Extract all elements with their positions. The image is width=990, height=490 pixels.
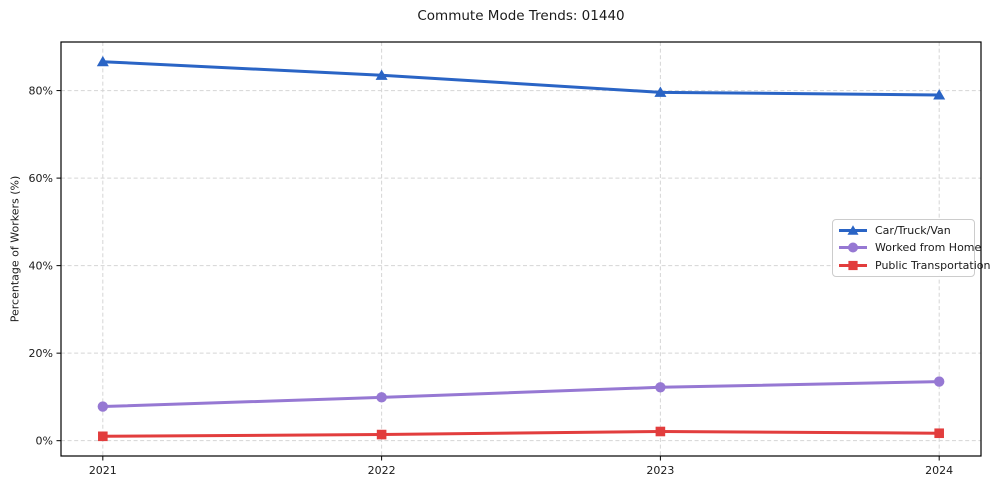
data-point-car-truck-van (933, 89, 946, 100)
data-point-worked-from-home (933, 376, 945, 387)
series-line-car-truck-van (101, 60, 941, 97)
legend: Car/Truck/Van Worked from Home Public Tran… (832, 219, 990, 277)
y-tick-label: 0% (36, 435, 53, 448)
data-point-worked-from-home (655, 382, 666, 393)
data-point-worked-from-home (97, 401, 109, 412)
series-line-public-transportation (101, 429, 941, 438)
circle-marker-icon (839, 242, 867, 253)
x-tick-label: 2021 (89, 464, 117, 477)
data-point-car-truck-van (375, 69, 388, 80)
legend-label: Worked from Home (875, 241, 982, 255)
square-marker-icon (839, 260, 867, 270)
data-point-car-truck-van (654, 86, 667, 97)
x-tick-label: 2023 (646, 464, 674, 477)
data-point-public-transportation (376, 429, 387, 440)
chart-title: Commute Mode Trends: 01440 (417, 8, 625, 24)
legend-label: Car/Truck/Van (875, 224, 951, 238)
legend-item-public-transportation: Public Transportation (838, 259, 990, 272)
data-point-public-transportation (934, 428, 944, 439)
data-point-worked-from-home (376, 392, 387, 403)
data-point-car-truck-van (96, 55, 109, 67)
triangle-marker-icon (839, 225, 867, 235)
legend-label: Public Transportation (875, 258, 990, 272)
series-line-worked-from-home (101, 380, 941, 409)
y-tick-label: 80% (29, 85, 53, 98)
x-tick-label: 2024 (925, 464, 953, 477)
legend-item-worked-from-home: Worked from Home (838, 241, 981, 254)
legend-item-car-truck-van: Car/Truck/Van (838, 224, 968, 237)
plot-border (60, 41, 982, 457)
data-point-public-transportation (98, 431, 108, 442)
y-tick-label: 20% (29, 347, 53, 360)
x-tick-label: 2022 (368, 464, 396, 477)
y-tick-label: 60% (29, 172, 53, 185)
data-point-public-transportation (655, 426, 666, 437)
y-tick-label: 40% (29, 260, 53, 273)
